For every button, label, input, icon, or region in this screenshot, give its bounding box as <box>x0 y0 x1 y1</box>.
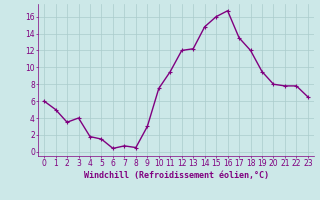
X-axis label: Windchill (Refroidissement éolien,°C): Windchill (Refroidissement éolien,°C) <box>84 171 268 180</box>
